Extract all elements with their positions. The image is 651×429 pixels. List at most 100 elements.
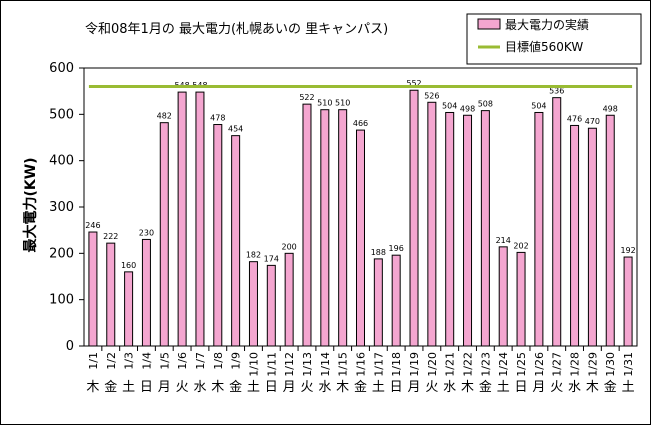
data-label: 504 xyxy=(531,101,546,110)
weekday-label: 水 xyxy=(443,380,456,395)
data-label: 478 xyxy=(210,114,225,123)
bar xyxy=(106,242,116,347)
weekday-label: 日 xyxy=(515,380,528,395)
bar xyxy=(231,135,241,347)
x-tick-label: 1/14 xyxy=(319,352,332,377)
data-label: 200 xyxy=(282,242,297,251)
x-tick-label: 1/13 xyxy=(301,352,314,377)
data-label: 470 xyxy=(585,117,600,126)
weekday-label: 水 xyxy=(568,380,581,395)
weekday-label: 金 xyxy=(354,379,367,395)
bar xyxy=(195,91,205,347)
bar xyxy=(445,111,455,347)
weekday-label: 水 xyxy=(193,380,206,395)
weekday-label: 月 xyxy=(158,380,171,395)
data-label: 174 xyxy=(264,254,279,263)
bar xyxy=(373,258,383,347)
weekday-label: 木 xyxy=(336,380,349,395)
x-tick-label: 1/23 xyxy=(479,352,492,377)
data-label: 222 xyxy=(103,232,118,241)
x-tick-label: 1/18 xyxy=(390,352,403,377)
weekday-label: 月 xyxy=(408,380,421,395)
x-tick-label: 1/16 xyxy=(355,352,368,377)
bar xyxy=(427,101,437,347)
x-tick-label: 1/21 xyxy=(444,352,457,377)
bar xyxy=(338,109,348,347)
y-tick-label: 200 xyxy=(49,246,74,261)
weekday-label: 木 xyxy=(211,380,224,395)
data-label: 510 xyxy=(317,99,332,108)
bar xyxy=(248,261,258,347)
bar xyxy=(409,89,419,347)
weekday-label: 月 xyxy=(532,380,545,395)
x-tick-label: 1/8 xyxy=(212,352,225,370)
bar xyxy=(480,110,490,347)
x-tick-label: 1/19 xyxy=(408,352,421,377)
x-tick-label: 1/20 xyxy=(426,352,439,377)
x-tick-label: 1/17 xyxy=(372,352,385,377)
x-tick-label: 1/31 xyxy=(622,352,635,377)
weekday-label: 日 xyxy=(265,380,278,395)
chart-title: 令和08年1月の 最大電力(札幌あいの 里キャンパス) xyxy=(85,21,388,37)
x-tick-label: 1/2 xyxy=(105,352,118,370)
weekday-label: 火 xyxy=(300,380,313,395)
data-label: 466 xyxy=(353,119,368,128)
x-tick-label: 1/12 xyxy=(283,352,296,377)
data-label: 476 xyxy=(567,114,582,123)
bar xyxy=(391,254,401,347)
data-label: 498 xyxy=(460,104,475,113)
x-tick-label: 1/3 xyxy=(123,352,136,370)
weekday-label: 火 xyxy=(176,380,189,395)
plot-area: 0 100 200 300 400 500 600 246 1/1 木 222 1/2 金 160 1/3 土… xyxy=(49,61,638,395)
x-tick-label: 1/11 xyxy=(265,352,278,377)
weekday-label: 火 xyxy=(425,380,438,395)
x-tick-label: 1/6 xyxy=(176,352,189,370)
y-tick-label: 100 xyxy=(49,293,74,308)
x-tick-label: 1/30 xyxy=(604,352,617,377)
bar xyxy=(570,124,580,347)
weekday-label: 木 xyxy=(461,380,474,395)
data-label: 510 xyxy=(335,99,350,108)
bar xyxy=(356,129,365,347)
data-label: 504 xyxy=(442,101,457,110)
data-label: 454 xyxy=(228,125,243,134)
weekday-label: 木 xyxy=(86,380,99,395)
weekday-label: 金 xyxy=(104,379,117,395)
x-tick-label: 1/25 xyxy=(515,352,528,377)
bar xyxy=(320,109,330,347)
weekday-label: 土 xyxy=(497,380,510,395)
data-label: 508 xyxy=(478,100,493,109)
x-tick-label: 1/10 xyxy=(247,352,260,377)
data-label: 536 xyxy=(549,87,564,96)
weekday-label: 日 xyxy=(140,380,153,395)
data-label: 230 xyxy=(139,228,154,237)
weekday-label: 木 xyxy=(586,380,599,395)
y-tick-label: 500 xyxy=(49,107,74,122)
bar xyxy=(534,111,544,347)
x-tick-label: 1/29 xyxy=(586,352,599,377)
x-tick-label: 1/22 xyxy=(462,352,475,377)
weekday-label: 金 xyxy=(229,379,242,395)
x-tick-label: 1/24 xyxy=(497,352,510,377)
bar xyxy=(177,91,187,347)
bar xyxy=(552,97,562,347)
data-label: 214 xyxy=(496,236,511,245)
data-label: 526 xyxy=(424,91,439,100)
data-label: 522 xyxy=(299,93,314,102)
data-label: 188 xyxy=(371,248,386,257)
weekday-label: 水 xyxy=(318,380,331,395)
bar xyxy=(284,252,294,347)
legend: 最大電力の実績 目標値560KW xyxy=(466,13,642,65)
weekday-label: 日 xyxy=(390,380,403,395)
weekday-label: 金 xyxy=(604,379,617,395)
bar xyxy=(302,103,312,347)
bar xyxy=(587,127,597,347)
bar xyxy=(623,256,633,347)
x-tick-label: 1/9 xyxy=(230,352,243,370)
weekday-label: 土 xyxy=(372,380,385,395)
data-label: 498 xyxy=(603,104,618,113)
weekday-label: 金 xyxy=(479,379,492,395)
x-tick-label: 1/28 xyxy=(569,352,582,377)
